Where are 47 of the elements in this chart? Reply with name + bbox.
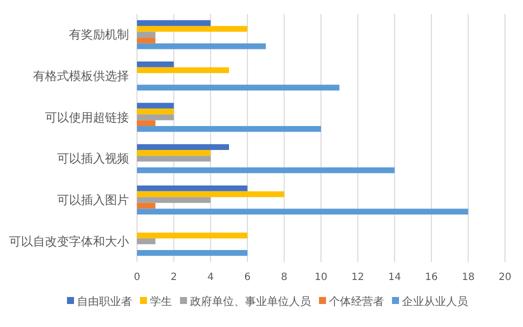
bar	[137, 102, 174, 109]
y-tick-label: 有奖励机制	[69, 28, 129, 42]
bar	[137, 67, 229, 74]
y-tick-label: 可以自改变字体和大小	[9, 234, 129, 248]
bar	[137, 120, 156, 126]
bar	[137, 156, 211, 162]
bar	[137, 191, 284, 198]
legend-label: 学生	[150, 295, 172, 308]
bar	[137, 167, 395, 174]
bar	[137, 84, 340, 90]
x-tick-label: 16	[425, 272, 438, 283]
bar	[137, 144, 229, 150]
bar	[137, 38, 156, 44]
bar	[137, 202, 156, 209]
x-tick-label: 14	[388, 272, 401, 283]
bar	[137, 32, 156, 38]
x-tick-label: 4	[207, 272, 214, 283]
bar	[137, 20, 211, 26]
legend-label: 政府单位、事业单位人员	[190, 295, 311, 308]
bar	[137, 232, 248, 238]
x-tick-label: 12	[351, 272, 364, 283]
legend-label: 自由职业者	[77, 295, 132, 308]
legend-label: 个体经营者	[329, 295, 384, 308]
x-tick-label: 20	[498, 272, 512, 283]
y-tick-label: 可以使用超链接	[45, 110, 129, 124]
x-tick-label: 2	[170, 272, 177, 283]
x-tick-label: 6	[244, 272, 251, 283]
bar	[137, 126, 321, 132]
x-tick-label: 0	[134, 272, 140, 283]
y-tick-label: 可以插入视频	[57, 152, 129, 166]
bar	[137, 250, 248, 256]
bar	[137, 197, 211, 203]
bar	[137, 150, 211, 156]
bar	[137, 114, 174, 120]
bar	[137, 26, 248, 32]
y-tick-label: 有格式模板供选择	[33, 69, 129, 83]
legend-label: 企业从业人员	[402, 295, 468, 308]
y-tick-label: 可以插入图片	[57, 193, 129, 207]
bar	[137, 186, 248, 192]
bar	[137, 208, 468, 214]
bar	[137, 238, 156, 244]
bar	[137, 62, 174, 68]
bar	[137, 108, 174, 114]
x-tick-label: 8	[281, 272, 288, 283]
x-tick-label: 18	[462, 272, 475, 283]
bar	[137, 43, 266, 50]
x-tick-label: 10	[314, 272, 328, 283]
